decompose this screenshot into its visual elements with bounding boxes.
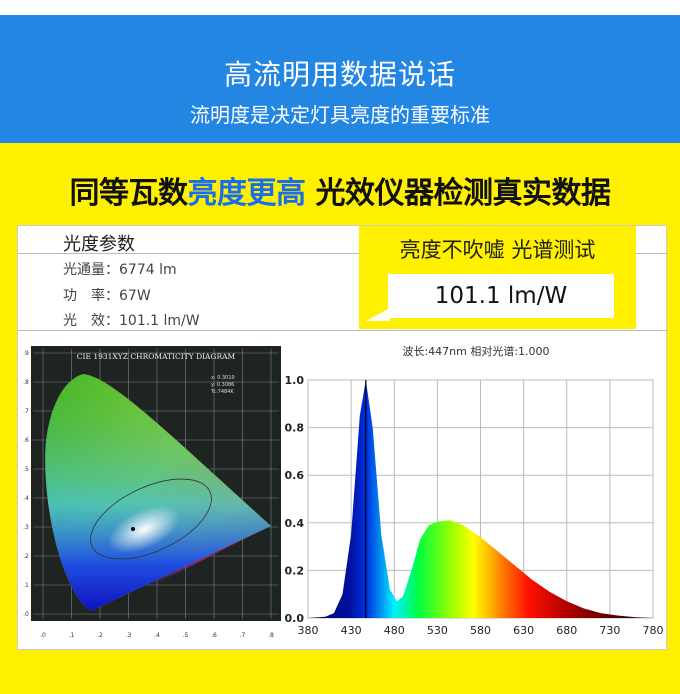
- param-label: 光 效：: [63, 313, 119, 329]
- spectrum-area: [308, 380, 653, 618]
- param-value: 101.1 lm/W: [119, 313, 200, 329]
- cie-tc: Tc:7484K: [210, 389, 234, 395]
- y-tick-label: 0.8: [285, 422, 305, 435]
- top-strip: [0, 0, 680, 15]
- headline: 同等瓦数亮度更高 光效仪器检测真实数据: [0, 168, 680, 212]
- cie-ytick: .2: [23, 553, 29, 560]
- x-tick-label: 430: [341, 624, 362, 637]
- param-row-efficacy: 光 效：101.1 lm/W: [63, 310, 200, 330]
- headline-part3: 光效仪器检测真实数据: [305, 176, 611, 211]
- param-row-power: 功 率：67W: [63, 285, 151, 305]
- x-tick-label: 680: [556, 624, 577, 637]
- x-tick-label: 530: [427, 624, 448, 637]
- cie-xtick: .5: [183, 632, 189, 639]
- efficacy-callout: 亮度不吹嘘 光谱测试 101.1 lm/W: [359, 226, 636, 329]
- param-row-flux: 光通量：6774 lm: [63, 259, 177, 279]
- x-tick-label: 730: [599, 624, 620, 637]
- cie-ytick: .8: [23, 379, 29, 386]
- x-tick-label: 780: [643, 624, 664, 637]
- headline-highlight: 亮度更高: [187, 176, 307, 211]
- cie-diagram: CIE 1931XYZ CHROMATICITY DIAGRAM x: 0.30…: [23, 346, 281, 639]
- banner-subtitle: 流明度是决定灯具亮度的重要标准: [190, 103, 490, 127]
- callout-title: 亮度不吹嘘 光谱测试: [399, 238, 596, 262]
- y-tick-label: 0.2: [285, 564, 305, 577]
- cie-ytick: .7: [23, 408, 29, 415]
- cie-xtick: .0: [40, 632, 46, 639]
- cie-xtick: .8: [268, 632, 274, 639]
- cie-ytick: .6: [23, 437, 29, 444]
- spectrum-chart: 波长:447nm 相对光谱:1.000 380 430 480 530 580 630 68…: [285, 344, 664, 637]
- purple-line: [91, 526, 271, 611]
- cie-ytick: .3: [23, 524, 29, 531]
- param-value: 6774 lm: [119, 262, 177, 278]
- banner-title: 高流明用数据说话: [223, 58, 456, 91]
- banner: 高流明用数据说话 流明度是决定灯具亮度的重要标准: [0, 15, 680, 143]
- headline-part1: 同等瓦数: [69, 176, 189, 211]
- cie-ytick: .0: [23, 611, 29, 618]
- white-region: [90, 478, 212, 560]
- param-value: 67W: [119, 288, 151, 304]
- cie-x: x: 0.3010: [211, 375, 235, 381]
- cie-y: y: 0.3086: [211, 382, 234, 388]
- cie-ytick: .1: [23, 582, 29, 589]
- cie-xtick: .1: [69, 632, 75, 639]
- params-title: 光度参数: [63, 234, 135, 255]
- cie-xtick: .2: [97, 632, 103, 639]
- cie-xtick: .3: [126, 632, 132, 639]
- cie-xtick: .7: [240, 632, 246, 639]
- spectrum-title: 波长:447nm 相对光谱:1.000: [402, 344, 549, 358]
- param-label: 功 率：: [63, 288, 119, 304]
- x-tick-label: 480: [384, 624, 405, 637]
- y-tick-label: 0.4: [285, 517, 305, 530]
- x-tick-label: 380: [298, 624, 319, 637]
- cie-title: CIE 1931XYZ CHROMATICITY DIAGRAM: [77, 352, 236, 361]
- cie-ytick: .9: [23, 350, 29, 357]
- param-label: 光通量：: [63, 262, 119, 278]
- y-tick-label: 0.6: [285, 469, 305, 482]
- speech-tail: [366, 308, 390, 321]
- cie-xtick: .6: [211, 632, 217, 639]
- data-panel: 光度参数 光通量：6774 lm 功 率：67W 光 效：101.1 lm/W …: [17, 225, 668, 650]
- x-tick-label: 630: [513, 624, 534, 637]
- divider: [18, 330, 668, 331]
- divider: [18, 253, 668, 254]
- callout-value: 101.1 lm/W: [388, 274, 614, 318]
- y-tick-label: 1.0: [285, 374, 305, 387]
- cie-ytick: .4: [23, 495, 29, 502]
- y-tick-label: 0.0: [285, 612, 305, 625]
- chromaticity-point: [131, 527, 135, 531]
- cie-xtick: .4: [154, 632, 160, 639]
- x-tick-label: 580: [470, 624, 491, 637]
- cie-ytick: .5: [23, 466, 29, 473]
